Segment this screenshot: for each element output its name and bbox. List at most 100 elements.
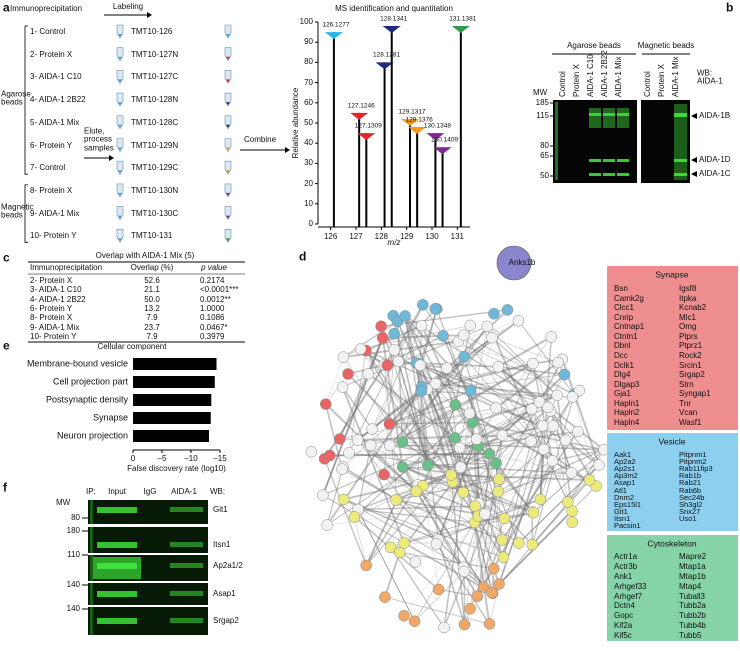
gene-name: Ap2s1 — [614, 464, 636, 474]
network-edge — [539, 449, 545, 500]
peak-label: 131.1381 — [449, 15, 477, 23]
gene-name: Arhgef7 — [614, 591, 643, 601]
network-edge — [495, 407, 532, 442]
network-edge — [383, 552, 401, 598]
gene-name: Tubb5 — [679, 630, 702, 640]
network-node — [478, 581, 490, 593]
network-node — [483, 618, 496, 630]
gene-name: Rab6b — [679, 485, 702, 495]
network-edge — [360, 348, 429, 466]
network-edge — [414, 515, 479, 622]
network-edge — [371, 325, 423, 430]
network-node — [537, 420, 549, 432]
mw-label: MW — [56, 497, 71, 507]
network-edge — [414, 571, 465, 622]
network-edge — [358, 508, 475, 524]
gene-name: Sh3gl2 — [679, 499, 703, 509]
network-node — [392, 355, 405, 368]
network-edge — [398, 361, 429, 466]
band — [97, 542, 137, 548]
gene-name: Ank1 — [614, 571, 633, 581]
network-node — [378, 468, 390, 481]
network-edge — [502, 410, 552, 558]
network-edge — [450, 474, 466, 625]
gene-name: Rock2 — [679, 350, 702, 360]
peak-marker — [433, 147, 452, 155]
gene-name: Mlc1 — [679, 312, 696, 322]
network-edge — [468, 413, 486, 515]
network-node — [561, 496, 574, 508]
band — [170, 507, 203, 512]
mw-marker: 65 — [540, 150, 549, 160]
network-edge — [402, 363, 534, 443]
mw-marker: 140 — [66, 603, 80, 613]
network-edge — [552, 449, 605, 462]
category-label: Cell projection part — [52, 376, 128, 387]
gene-name: Kif2a — [614, 620, 633, 630]
network-edge — [371, 362, 417, 430]
network-edge — [342, 466, 398, 501]
gene-name: Tubb4b — [679, 620, 706, 630]
network-node — [496, 429, 509, 442]
sample-label: 4- AIDA-1 2B22 — [30, 94, 86, 104]
gene-name: Uso1 — [679, 513, 697, 523]
lane-label: Protein X — [571, 64, 581, 97]
network-edge — [365, 484, 419, 566]
panel-letter: c — [3, 250, 10, 265]
tube-tip — [226, 147, 230, 151]
hub-node — [496, 245, 532, 281]
peak-marker — [408, 127, 427, 135]
hub-label: Anks1b — [508, 257, 536, 267]
network-edge — [478, 448, 544, 504]
gene-box — [607, 266, 738, 430]
network-edge — [498, 365, 565, 376]
network-edge — [360, 325, 471, 350]
network-edge — [365, 499, 398, 566]
network-edge — [326, 437, 456, 526]
table-cell: 4- AIDA-1 2B22 — [30, 294, 86, 304]
lane-label: AIDA-1 2B22 — [599, 50, 609, 97]
network-node — [336, 381, 349, 393]
network-node — [526, 538, 538, 551]
mw-marker: 80 — [71, 512, 80, 522]
network-node — [546, 455, 559, 467]
network-edge — [343, 356, 390, 425]
network-node — [366, 423, 378, 435]
network-edge — [460, 326, 488, 468]
network-edge — [460, 390, 580, 468]
network-node — [429, 377, 442, 390]
band — [170, 563, 203, 568]
table-cell: 2- Protein X — [30, 275, 73, 285]
bracket — [24, 25, 28, 175]
network-edge — [395, 478, 500, 501]
network-edge — [322, 494, 405, 544]
bar — [133, 430, 209, 442]
network-edge — [365, 499, 398, 566]
gene-name: Eps15l1 — [614, 499, 642, 509]
combine-arrow-head — [285, 147, 290, 153]
peak-label: 128.1341 — [380, 15, 408, 23]
gene-name: Arhgef33 — [614, 581, 647, 591]
table-cell: 1.0000 — [200, 303, 225, 313]
band — [617, 113, 629, 116]
table-cell: 0.0467* — [200, 322, 228, 332]
network-edge — [495, 407, 544, 427]
band — [90, 500, 93, 524]
network-node — [415, 385, 428, 397]
network-edge — [347, 373, 454, 483]
network-edge — [435, 438, 478, 545]
network-edge — [383, 474, 503, 541]
band — [97, 618, 137, 624]
gene-name: Dclk1 — [614, 360, 635, 370]
network-edge — [389, 362, 534, 447]
network-node — [542, 401, 554, 414]
network-node — [376, 332, 389, 344]
tube-tip — [226, 56, 230, 60]
table-cell: 9- AIDA-1 Mix — [30, 322, 80, 332]
network-node — [408, 615, 421, 627]
network-edge — [389, 444, 497, 464]
network-edge — [357, 445, 372, 510]
gene-name: Syngap1 — [679, 389, 711, 399]
network-edge — [492, 464, 600, 594]
